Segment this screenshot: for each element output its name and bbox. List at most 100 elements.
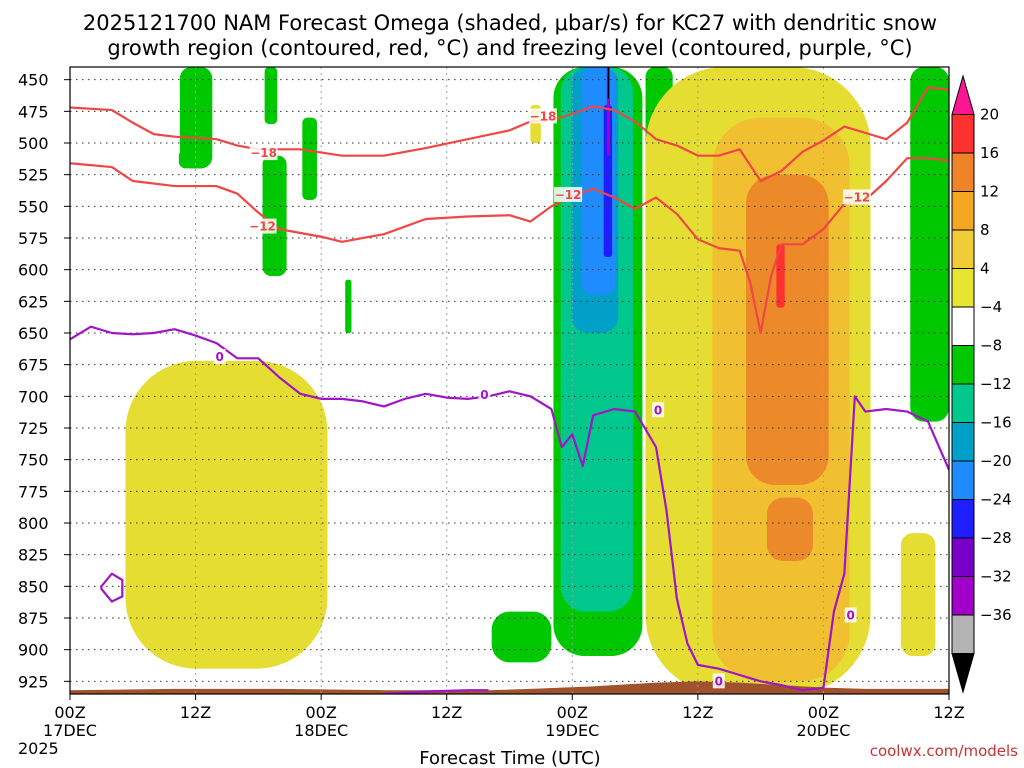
x-tick-label-4: 00Z xyxy=(557,703,588,722)
chart-title-line1: 2025121700 NAM Forecast Omega (shaded, μ… xyxy=(83,11,937,35)
omega-region-7 xyxy=(491,611,552,663)
contour-label-bg-9 xyxy=(712,673,725,689)
omega-shading xyxy=(125,67,949,694)
colorbar-label-3: 8 xyxy=(980,221,990,239)
omega-region-5 xyxy=(345,279,352,333)
contour-label-bg-2 xyxy=(554,186,583,202)
contour-label-bg-4 xyxy=(842,189,871,205)
contour-cold-lower xyxy=(70,157,949,335)
x-tick-label-0: 00Z xyxy=(54,703,85,722)
contour-label-7: 0 xyxy=(654,403,662,417)
colorbar-label-0: 20 xyxy=(980,106,999,124)
colorbar-swatch-13 xyxy=(951,576,975,616)
contour-label-bg-6 xyxy=(478,387,491,403)
omega-region-4 xyxy=(302,117,317,200)
y-tick-label-18: 900 xyxy=(18,641,49,660)
contour-freezing-lower xyxy=(383,689,489,694)
x-tick-label-5: 12Z xyxy=(682,703,713,722)
colorbar-swatch-5 xyxy=(951,268,975,308)
omega-region-15 xyxy=(607,67,609,99)
contour-label-bg-7 xyxy=(652,402,665,418)
x-tick-label-7: 12Z xyxy=(933,703,964,722)
y-tick-label-8: 650 xyxy=(18,324,49,343)
colorbar-label-13: −36 xyxy=(980,606,1012,624)
y-tick-label-0: 450 xyxy=(18,71,49,90)
omega-region-9 xyxy=(910,67,949,422)
colorbar-label-2: 12 xyxy=(980,183,999,201)
colorbar: 20 16 12 8 4 −4 −8 −12 −16 −20 −24 −28 −32 −36 xyxy=(951,74,1012,694)
colorbar-label-1: 16 xyxy=(980,144,999,162)
plot-area: −18 −18 −12 −12 −12 0 0 0 0 0 xyxy=(69,66,950,695)
x-tick-date-4: 19DEC xyxy=(545,721,599,740)
x-tick-label-6: 00Z xyxy=(808,703,839,722)
y-tick-label-17: 875 xyxy=(18,609,49,628)
x-tick-date-0: 17DEC xyxy=(43,721,97,740)
credit-link[interactable]: coolwx.com/models xyxy=(870,742,1018,760)
colorbar-label-5: −4 xyxy=(980,298,1002,316)
y-tick-label-16: 850 xyxy=(18,577,49,596)
chart-title-line2: growth region (contoured, red, °C) and f… xyxy=(107,36,912,60)
contour-label-2: −12 xyxy=(555,188,582,202)
colorbar-swatch-8 xyxy=(951,383,975,423)
contour-label-bg-5 xyxy=(213,349,226,365)
colorbar-swatch-11 xyxy=(951,499,975,539)
contour-label-8: 0 xyxy=(846,608,854,622)
colorbar-swatch-3 xyxy=(951,191,975,231)
colorbar-swatch-12 xyxy=(951,537,975,577)
plot-frame xyxy=(69,66,950,695)
omega-region-1 xyxy=(178,149,209,169)
y-tick-label-7: 625 xyxy=(18,292,49,311)
contour-label-bg-1 xyxy=(249,145,278,161)
y-tick-label-5: 575 xyxy=(18,229,49,248)
y-tick-label-15: 825 xyxy=(18,546,49,565)
colorbar-label-8: −16 xyxy=(980,414,1012,432)
contour-labels: −18 −18 −12 −12 −12 0 0 0 0 0 xyxy=(213,108,871,689)
x-tick-label-1: 12Z xyxy=(180,703,211,722)
y-tick-label-10: 700 xyxy=(18,387,49,406)
contour-label-bg-8 xyxy=(844,607,857,623)
colorbar-swatch-1 xyxy=(951,114,975,154)
contour-label-3: −12 xyxy=(249,220,276,234)
colorbar-label-4: 4 xyxy=(980,260,990,278)
y-tick-label-9: 675 xyxy=(18,356,49,375)
x-tick-label-3: 12Z xyxy=(431,703,462,722)
colorbar-swatch-14 xyxy=(951,614,975,654)
colorbar-swatch-15 xyxy=(951,653,975,694)
colorbar-label-9: −20 xyxy=(980,452,1012,470)
omega-region-23 xyxy=(776,244,785,308)
y-axis-ticks: 450 475 500 525 550 575 600 625 650 675 700 725 750 7… xyxy=(18,71,70,691)
grid-lines xyxy=(70,67,950,694)
colorbar-swatch-0 xyxy=(951,74,975,115)
contour-label-bg-0 xyxy=(528,108,557,124)
omega-region-2 xyxy=(262,155,287,276)
omega-region-0 xyxy=(179,67,213,169)
x-axis-label: Forecast Time (UTC) xyxy=(419,748,600,768)
contour-label-9: 0 xyxy=(715,674,723,688)
y-tick-label-19: 925 xyxy=(18,672,49,691)
y-tick-label-11: 725 xyxy=(18,419,49,438)
contour-label-4: −12 xyxy=(844,190,871,204)
x-tick-date-6: 20DEC xyxy=(796,721,850,740)
omega-region-22 xyxy=(766,497,813,561)
omega-region-21 xyxy=(745,174,829,485)
colorbar-label-12: −32 xyxy=(980,568,1012,586)
colorbar-swatch-4 xyxy=(951,229,975,269)
colorbar-label-6: −8 xyxy=(980,337,1002,355)
y-tick-label-4: 550 xyxy=(18,197,49,216)
omega-region-16 xyxy=(125,360,328,669)
colorbar-label-11: −28 xyxy=(980,529,1012,547)
y-tick-label-2: 500 xyxy=(18,134,49,153)
y-tick-label-14: 800 xyxy=(18,514,49,533)
y-tick-label-3: 525 xyxy=(18,166,49,185)
contour-label-0: −18 xyxy=(530,109,557,123)
terrain-ground xyxy=(70,681,949,694)
terrain-layer xyxy=(70,681,949,694)
colorbar-swatch-2 xyxy=(951,152,975,192)
colorbar-swatch-6 xyxy=(951,306,975,346)
omega-region-14 xyxy=(606,67,610,156)
contour-label-5: 0 xyxy=(215,350,223,364)
contour-lines xyxy=(70,86,949,694)
x-tick-date-2: 18DEC xyxy=(294,721,348,740)
